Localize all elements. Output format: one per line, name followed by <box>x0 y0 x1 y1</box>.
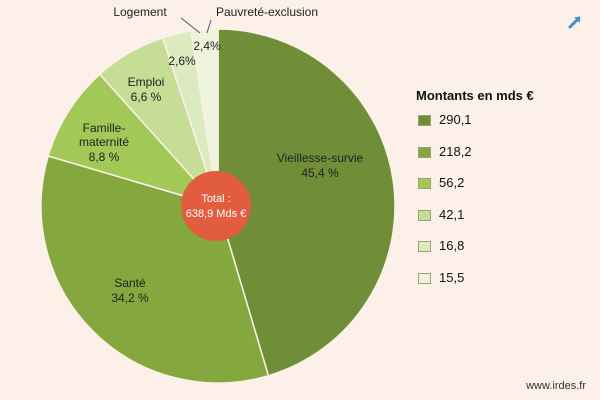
leader-lines <box>180 17 212 34</box>
slice-percent-label: 2,6% <box>168 54 196 68</box>
slice-percent-label: 34,2 % <box>111 291 149 305</box>
legend-value: 290,1 <box>439 112 472 127</box>
legend-value: 56,2 <box>439 175 465 190</box>
slice-percent-label: 2,4% <box>193 39 221 53</box>
legend-value: 42,1 <box>439 206 465 222</box>
slice-percent-label: 45,4 % <box>301 166 339 180</box>
slice-percent-label: 6,6 % <box>131 90 162 104</box>
legend-swatch <box>418 146 431 158</box>
slice-name-label: maternité <box>79 135 129 149</box>
leader-line <box>206 19 212 34</box>
legend-value: 15,5 <box>439 269 465 285</box>
leader-line <box>180 17 201 34</box>
legend-value: 16,8 <box>439 238 465 253</box>
expand-arrow-icon[interactable] <box>566 13 584 31</box>
slice-name-label: Famille- <box>83 121 126 135</box>
pie-slices <box>40 28 396 384</box>
legend-swatch <box>418 115 431 126</box>
pie-slice-6 <box>190 28 219 207</box>
legend-swatch <box>418 209 431 221</box>
slice-name-label: Santé <box>114 276 146 290</box>
pie-slice-3 <box>47 73 221 208</box>
total-label-line1: Total : <box>201 193 230 205</box>
slice-name-label: Emploi <box>128 75 165 89</box>
credit-text: www.irdes.fr <box>526 380 586 392</box>
legend-swatch <box>418 272 431 284</box>
legend-swatch <box>418 241 431 252</box>
legend-title: Montants en mds € <box>416 88 534 103</box>
total-circle <box>181 171 251 241</box>
slice-name-label: Vieillesse-survie <box>277 151 364 165</box>
pie-slice-1 <box>217 28 396 377</box>
legend-value: 218,2 <box>439 143 472 159</box>
total-label-line2: 638,9 Mds € <box>186 208 247 220</box>
slice-name-label: Pauvreté-exclusion <box>216 5 318 19</box>
slice-name-label: Logement <box>113 5 167 19</box>
legend-swatch <box>418 178 431 189</box>
slice-percent-label: 8,8 % <box>89 150 120 164</box>
